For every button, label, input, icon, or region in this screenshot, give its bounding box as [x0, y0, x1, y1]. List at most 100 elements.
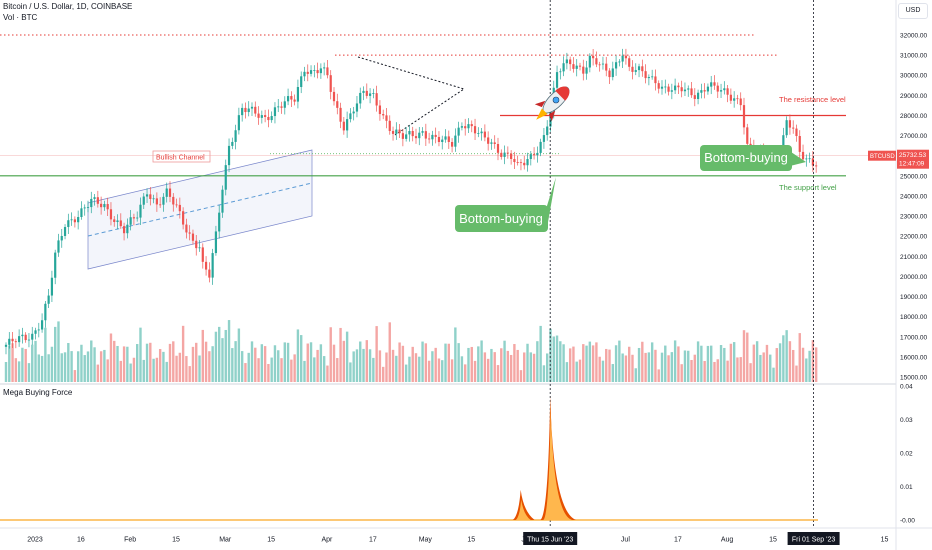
candle-body: [106, 204, 109, 210]
volume-bar: [31, 344, 34, 382]
candle-body: [352, 111, 355, 114]
volume-bar: [145, 343, 149, 382]
volume-bar: [149, 342, 152, 382]
candle-body: [211, 253, 214, 278]
volume-bar: [47, 354, 50, 382]
volume-bar: [211, 346, 214, 382]
candle-body: [40, 320, 44, 330]
candle-body: [788, 120, 792, 128]
candle-body: [4, 344, 8, 347]
candle-body: [57, 240, 60, 253]
volume-bar: [132, 357, 136, 382]
candle-body: [355, 103, 359, 112]
candle-body: [182, 211, 185, 225]
volume-bar: [283, 342, 286, 382]
volume-bar: [713, 361, 716, 382]
volume-bar: [198, 355, 201, 382]
volume-bar: [365, 340, 368, 382]
callout-left-pointer: [546, 177, 556, 222]
candle-body: [326, 67, 329, 76]
candle-body: [726, 88, 729, 95]
volume-bar: [162, 351, 165, 382]
time-axis-label: 15: [881, 537, 889, 544]
candle-body: [664, 86, 667, 88]
candle-body: [100, 203, 103, 208]
candle-body: [323, 67, 326, 69]
volume-bar: [759, 354, 762, 382]
time-axis-label: 16: [77, 537, 85, 544]
candle-body: [86, 207, 90, 208]
candle-body: [18, 336, 21, 343]
volume-bar: [519, 370, 523, 382]
candle-body: [132, 217, 136, 219]
volume-bar: [332, 344, 336, 382]
candles: [4, 48, 818, 355]
volume-bar: [73, 370, 77, 382]
candle-body: [136, 217, 139, 219]
indicator-series: [0, 396, 818, 521]
volume-bar: [70, 351, 73, 382]
candle-body: [460, 126, 464, 128]
currency-button[interactable]: USD: [898, 3, 928, 19]
volume-bar: [37, 354, 40, 382]
volume-bar: [21, 347, 24, 382]
volume-bar: [254, 347, 257, 382]
bullish-channel: Bullish Channel: [87, 149, 313, 270]
candle-body: [139, 204, 142, 218]
candle-body: [657, 83, 660, 89]
volume-bar: [654, 349, 657, 382]
candle-body: [411, 130, 414, 137]
candle-body: [444, 136, 447, 140]
candle-body: [109, 209, 113, 220]
volume-bar: [244, 363, 247, 382]
volume-bar: [805, 358, 808, 382]
candle-body: [418, 132, 421, 139]
volume-bar: [775, 348, 778, 382]
candle-body: [283, 101, 286, 108]
candle-body: [621, 55, 624, 62]
candle-body: [296, 87, 300, 102]
volume-bar: [224, 329, 227, 382]
volume-bar: [503, 340, 506, 382]
candle-body: [8, 338, 11, 345]
candle-body: [611, 68, 614, 78]
candle-body: [372, 93, 375, 94]
candle-body: [129, 217, 132, 225]
candle-body: [654, 76, 657, 84]
candle-body: [441, 139, 444, 143]
candle-body: [54, 252, 57, 278]
candle-body: [703, 90, 706, 92]
candle-body: [542, 135, 546, 142]
volume-bar: [614, 345, 618, 382]
candle-body: [644, 71, 647, 79]
volume-bar: [142, 359, 145, 382]
candle-body: [815, 165, 818, 167]
candle-body: [365, 90, 368, 96]
volume-bar: [601, 360, 605, 382]
volume-bar: [139, 327, 142, 382]
candle-body: [805, 158, 808, 160]
indicator-axis-tick: 0.01: [900, 484, 913, 491]
volume-bar: [568, 348, 572, 382]
candle-body: [572, 64, 575, 69]
volume-bar: [618, 340, 621, 382]
candle-body: [798, 136, 801, 152]
volume-bar: [257, 358, 260, 382]
candle-body: [103, 204, 106, 208]
volume-bar: [644, 352, 647, 382]
candle-body: [513, 158, 516, 163]
callout-left-box: [455, 205, 548, 232]
candle-body: [539, 141, 542, 153]
candle-body: [464, 126, 467, 129]
volume-bar: [650, 342, 654, 382]
volume-bar: [345, 331, 349, 382]
volume-bar: [50, 346, 54, 382]
volume-bar: [93, 347, 96, 382]
channel-label-box: [152, 150, 211, 163]
volume-bar: [559, 341, 562, 382]
candle-body: [447, 136, 450, 142]
volume-bar: [309, 342, 313, 382]
volume-bar: [555, 335, 559, 382]
volume-bar: [562, 344, 565, 382]
